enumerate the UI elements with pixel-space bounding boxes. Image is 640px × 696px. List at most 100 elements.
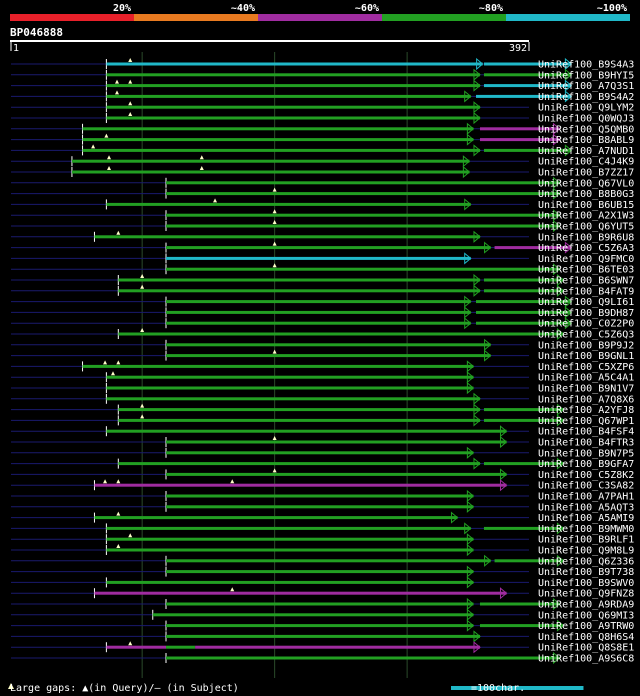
- hit-label[interactable]: UniRef100_Q6YUT5: [538, 222, 634, 233]
- hit-label[interactable]: UniRef100_A5C4A1: [538, 373, 634, 384]
- hit-segment-1: [166, 224, 560, 228]
- hit-label[interactable]: UniRef100_Q9FMC0: [538, 254, 634, 265]
- query-gap-marker: [116, 544, 121, 548]
- hit-label[interactable]: UniRef100_B9N7P5: [538, 448, 634, 459]
- hit-label[interactable]: UniRef100_B9GNL1: [538, 351, 634, 362]
- hit-label[interactable]: UniRef100_Q8H6S4: [538, 632, 634, 643]
- hit-label[interactable]: UniRef100_B9MWM0: [538, 524, 634, 535]
- hit-label[interactable]: UniRef100_B6SWN7: [538, 276, 634, 287]
- hit-label[interactable]: UniRef100_Q9M8L9: [538, 546, 634, 557]
- hit-segment-2: [483, 73, 572, 77]
- hit-label[interactable]: UniRef100_A2X1W3: [538, 211, 634, 222]
- hit-segment-1: [106, 548, 474, 552]
- identity-legend: 20% ~40% ~60% ~80% ~100%: [10, 3, 630, 21]
- hit-label[interactable]: UniRef100_B9P9J2: [538, 340, 634, 351]
- hit-end-arrow: [564, 241, 573, 254]
- hit-label[interactable]: UniRef100_A7PAH1: [538, 492, 634, 503]
- hit-label[interactable]: UniRef100_B7ZZ17: [538, 168, 634, 179]
- hit-end-arrow: [476, 57, 484, 71]
- hit-segment-1: [106, 73, 480, 77]
- query-gap-marker: [116, 511, 121, 516]
- hit-segment-2: [476, 310, 572, 314]
- footer: Large gaps: ▲(in Query)/— (in Subject) =…: [8, 683, 584, 694]
- query-gap-marker: [199, 166, 204, 170]
- legend-label-2: ~40%: [231, 3, 255, 14]
- hit-label[interactable]: UniRef100_Q9FNZ8: [538, 589, 634, 600]
- hit-label[interactable]: UniRef100_B8ABL9: [538, 135, 634, 146]
- hit-label[interactable]: UniRef100_C4J4K9: [538, 157, 634, 168]
- hit-row: UniRef100_Q8S8E1: [11, 641, 634, 654]
- hit-label[interactable]: UniRef100_C5XZP6: [538, 362, 634, 373]
- query-gap-marker: [272, 349, 277, 354]
- hit-label[interactable]: UniRef100_B9DH87: [538, 308, 634, 319]
- hit-label[interactable]: UniRef100_Q6Z336: [538, 556, 634, 567]
- hit-segment-1: [166, 624, 474, 628]
- hit-label[interactable]: UniRef100_B9SWV0: [538, 578, 634, 589]
- hit-label[interactable]: UniRef100_Q67WP1: [538, 416, 634, 427]
- hit-row: UniRef100_Q6YUT5: [11, 219, 634, 233]
- hit-row: UniRef100_B6UB15: [11, 198, 634, 211]
- hit-segment-1: [106, 580, 474, 584]
- hit-label[interactable]: UniRef100_B6TE03: [538, 265, 634, 276]
- hit-label[interactable]: UniRef100_Q9LYM2: [538, 103, 634, 114]
- hit-label[interactable]: UniRef100_A7NUD1: [538, 146, 634, 157]
- hit-end-arrow: [473, 630, 481, 643]
- hit-label[interactable]: UniRef100_A7Q8X6: [538, 394, 634, 405]
- hit-label[interactable]: UniRef100_B9T738: [538, 567, 634, 578]
- hit-label[interactable]: UniRef100_A9TRW0: [538, 621, 634, 632]
- hit-label[interactable]: UniRef100_B6UB15: [538, 200, 634, 211]
- hit-label[interactable]: UniRef100_B9R6U8: [538, 232, 634, 243]
- hit-label[interactable]: UniRef100_B9S4A2: [538, 92, 634, 103]
- hit-row: UniRef100_C5Z8K2: [11, 468, 634, 481]
- hit-label[interactable]: UniRef100_Q67VL0: [538, 178, 634, 189]
- hit-label[interactable]: UniRef100_A5AQT3: [538, 502, 634, 513]
- hit-segment-1: [82, 364, 474, 368]
- hit-label[interactable]: UniRef100_B4FTR3: [538, 438, 634, 449]
- query-gap-marker: [91, 144, 96, 149]
- hit-label[interactable]: UniRef100_B9S4A3: [538, 60, 634, 71]
- hit-label[interactable]: UniRef100_C5Z6A3: [538, 243, 634, 254]
- hit-end-arrow: [499, 468, 508, 481]
- hit-label[interactable]: UniRef100_C0Z2P0: [538, 319, 634, 330]
- hit-label[interactable]: UniRef100_B9GFA7: [538, 459, 634, 470]
- hit-label[interactable]: UniRef100_A5AMI9: [538, 513, 634, 524]
- hit-end-arrow: [473, 68, 481, 81]
- hit-segment-2: [483, 148, 572, 152]
- hit-segment-2: [476, 94, 572, 98]
- legend-label-3: ~60%: [355, 3, 379, 14]
- query-gap-marker: [103, 479, 108, 484]
- hit-label[interactable]: UniRef100_B9RLF1: [538, 535, 634, 546]
- hit-label[interactable]: UniRef100_B4FSF4: [538, 427, 634, 438]
- hit-label[interactable]: UniRef100_B9HYI5: [538, 70, 634, 81]
- hit-label[interactable]: UniRef100_C5Z8K2: [538, 470, 634, 481]
- hit-segment-1: [166, 213, 560, 217]
- hit-end-arrow: [464, 317, 472, 330]
- hit-label[interactable]: UniRef100_A7Q3S1: [538, 81, 634, 92]
- hit-label[interactable]: UniRef100_A9RDA9: [538, 600, 634, 611]
- hit-segment-1: [166, 559, 491, 563]
- hit-label[interactable]: UniRef100_B9N1V7: [538, 384, 634, 395]
- hit-label[interactable]: UniRef100_Q8S8E1: [538, 643, 634, 654]
- hit-end-arrow: [466, 500, 475, 513]
- hit-label[interactable]: UniRef100_C5Z6Q3: [538, 330, 634, 341]
- hit-row: UniRef100_B4FSF4: [11, 425, 634, 438]
- hit-end-arrow: [552, 263, 561, 276]
- hit-end-arrow: [466, 133, 475, 146]
- hit-end-arrow: [466, 122, 475, 135]
- hit-label[interactable]: UniRef100_Q5QMB0: [538, 124, 634, 135]
- hit-segment-3: [195, 645, 480, 649]
- hit-row: UniRef100_B8B0G3: [11, 187, 634, 200]
- hit-label[interactable]: UniRef100_A9S6C8: [538, 654, 634, 665]
- query-gap-marker: [128, 79, 133, 84]
- hit-label[interactable]: UniRef100_Q69MI3: [538, 610, 634, 621]
- hit-label[interactable]: UniRef100_C3SA82: [538, 481, 634, 492]
- query-gap-marker: [272, 209, 277, 214]
- hit-end-arrow: [464, 198, 472, 211]
- hit-label[interactable]: UniRef100_A2YFJ8: [538, 405, 634, 416]
- hit-label[interactable]: UniRef100_Q0WQJ3: [538, 114, 634, 125]
- hit-label[interactable]: UniRef100_B8B0G3: [538, 189, 634, 200]
- hit-label[interactable]: UniRef100_B4FAT9: [538, 286, 634, 297]
- hit-row: UniRef100_A9TRW0: [11, 619, 634, 632]
- hit-label[interactable]: UniRef100_Q9LI61: [538, 297, 634, 308]
- hit-row: UniRef100_C5Z6A3: [11, 241, 634, 254]
